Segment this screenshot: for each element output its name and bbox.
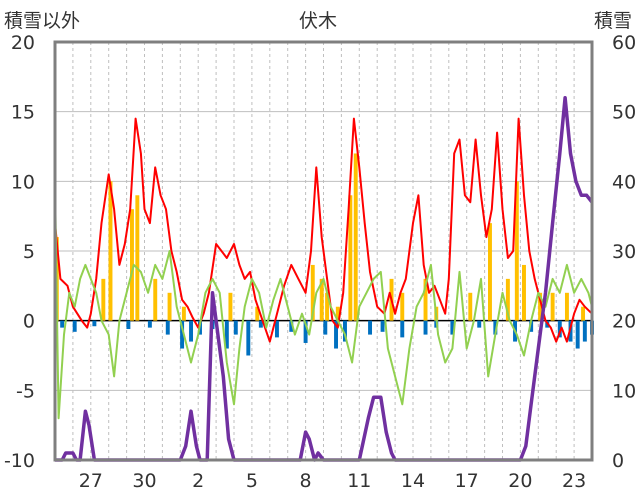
bar: [557, 320, 562, 338]
x-tick-label: 27: [79, 470, 103, 492]
bar: [348, 195, 353, 321]
bar: [303, 320, 308, 343]
left-axis-title: 積雪以外: [4, 10, 80, 32]
right-tick-label: 30: [612, 241, 636, 263]
bar: [180, 320, 185, 349]
bar: [334, 320, 338, 349]
x-tick-label: 30: [132, 470, 156, 492]
x-tick-label: 17: [455, 470, 479, 492]
bar: [126, 320, 131, 330]
bar: [380, 320, 385, 332]
right-tick-label: 0: [612, 450, 624, 472]
bar: [246, 320, 251, 356]
bar: [228, 292, 233, 321]
x-tick-label: 8: [300, 470, 312, 492]
left-tick-label: 0: [23, 311, 35, 333]
bar: [423, 320, 428, 335]
bar: [101, 278, 106, 321]
x-tick-label: 20: [508, 470, 532, 492]
bar: [575, 320, 580, 349]
bar: [505, 278, 510, 321]
right-tick-label: 20: [612, 311, 636, 333]
x-tick-label: 14: [401, 470, 425, 492]
bar: [529, 320, 534, 332]
bar: [167, 292, 172, 321]
left-tick-label: 15: [11, 102, 35, 124]
right-tick-label: 10: [612, 380, 636, 402]
bar: [423, 278, 428, 321]
bar: [135, 195, 140, 321]
plot-frame: [53, 40, 594, 462]
x-tick-label: 5: [246, 470, 258, 492]
chart-title: 伏木: [299, 10, 337, 32]
left-tick-label: 10: [11, 171, 35, 193]
left-tick-label: -10: [4, 450, 35, 472]
left-tick-label: 20: [11, 32, 35, 54]
right-axis-ticks: 0 10 20 30 40 50 60: [612, 32, 636, 472]
bar: [325, 292, 330, 321]
left-tick-label: 5: [23, 241, 35, 263]
bar: [488, 223, 492, 321]
bar: [233, 320, 238, 335]
x-tick-label: 2: [192, 470, 204, 492]
bar: [582, 320, 587, 342]
bar: [335, 306, 340, 321]
x-tick-label: 23: [562, 470, 586, 492]
series-line: [54, 181, 593, 420]
bar: [353, 153, 358, 321]
bar: [255, 306, 260, 321]
bar: [468, 292, 473, 321]
bar: [550, 292, 555, 321]
bar: [108, 181, 113, 321]
bar: [368, 320, 373, 335]
bar: [522, 264, 526, 321]
bar: [310, 264, 315, 321]
bar: [450, 320, 455, 335]
bar-series: [54, 153, 594, 356]
bar: [189, 320, 194, 342]
bar: [258, 320, 263, 328]
bar: [147, 320, 152, 328]
left-tick-label: -5: [16, 380, 35, 402]
bar: [224, 320, 229, 349]
right-tick-label: 40: [612, 171, 636, 193]
bar: [72, 320, 77, 332]
bar: [289, 320, 294, 332]
right-axis-title: 積雪: [594, 10, 632, 32]
bar: [564, 292, 569, 321]
bar: [581, 306, 586, 321]
bar: [319, 278, 324, 321]
x-tick-label: 11: [347, 470, 371, 492]
bar: [400, 292, 405, 321]
bar: [92, 320, 97, 327]
x-axis-ticks: 27 30 2 5 8 11 14 17 20 23: [79, 470, 586, 492]
left-axis-ticks: -10 -5 0 5 10 15 20: [4, 32, 35, 472]
bar: [323, 320, 328, 335]
bar: [165, 320, 170, 335]
bar: [477, 320, 482, 328]
bar: [343, 320, 347, 342]
bar: [60, 320, 65, 328]
bar: [514, 181, 519, 321]
bar: [538, 292, 543, 321]
bar: [130, 209, 134, 321]
bar: [181, 306, 186, 321]
bar: [400, 320, 405, 338]
bar: [493, 320, 498, 335]
bar: [153, 278, 158, 321]
right-tick-label: 50: [612, 102, 636, 124]
right-tick-label: 60: [612, 32, 636, 54]
bar: [274, 320, 279, 338]
